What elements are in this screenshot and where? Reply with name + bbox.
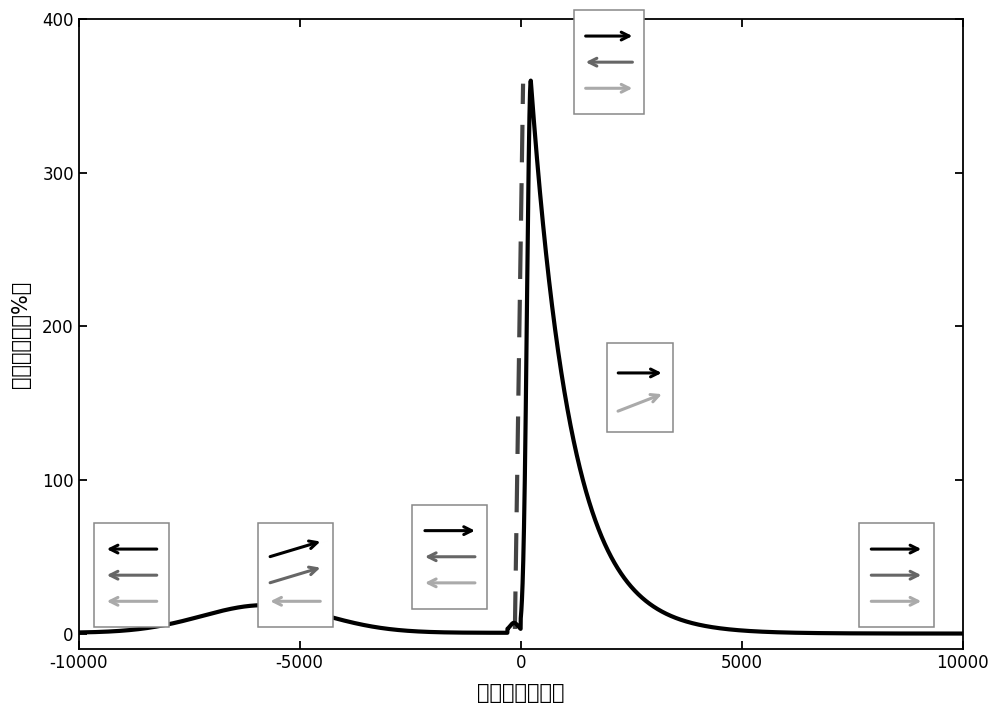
Bar: [412, 505, 487, 609]
Y-axis label: 隙穿磁电阵（%）: 隙穿磁电阵（%）: [11, 281, 31, 388]
Bar: [859, 523, 934, 628]
Bar: [258, 523, 333, 628]
Bar: [94, 523, 169, 628]
Bar: [574, 10, 644, 114]
X-axis label: 磁场（奥斯特）: 磁场（奥斯特）: [477, 683, 564, 703]
Bar: [607, 343, 673, 433]
